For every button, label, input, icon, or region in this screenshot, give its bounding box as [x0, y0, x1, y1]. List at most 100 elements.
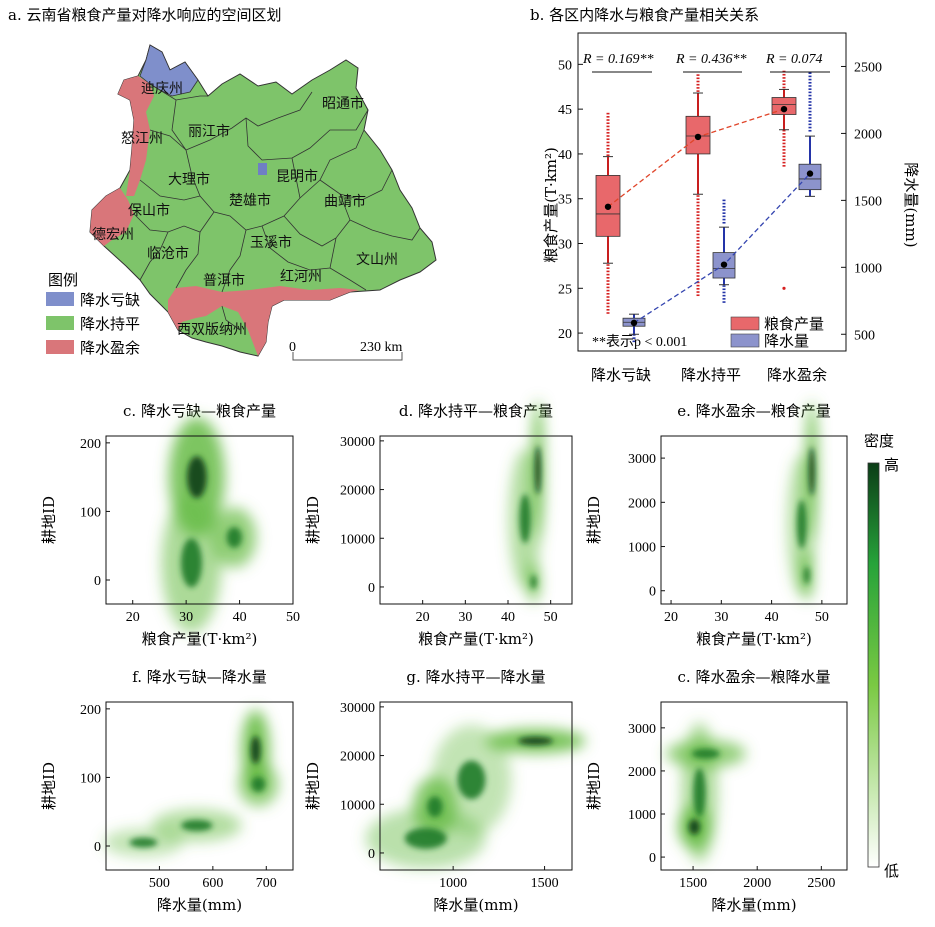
- x-tick-label: 600: [202, 876, 223, 891]
- city-label: 文山州: [356, 252, 398, 268]
- density-peak: [688, 819, 700, 835]
- x-tick-label: 40: [501, 610, 515, 625]
- correlation-surplus: R = 0.074: [765, 52, 823, 67]
- surplus-region-south: [168, 286, 360, 356]
- panel-a-map: a. 云南省粮食产量对降水响应的空间区划: [8, 6, 437, 361]
- density-peak: [519, 494, 531, 544]
- city-label: 丽江市: [188, 123, 230, 140]
- density-core: [180, 456, 242, 588]
- x-axis-label: 粮食产量(T·km²): [418, 630, 534, 648]
- legend-label-surplus: 降水盈余: [80, 339, 140, 357]
- x-tick-label: 2000: [743, 876, 771, 891]
- density-peak: [517, 736, 553, 746]
- y2-axis-label: 降水量(mm): [902, 162, 920, 247]
- density-peak: [129, 837, 158, 848]
- y-tick-label: 200: [80, 437, 101, 452]
- density-core: [404, 736, 553, 849]
- y-tick-label: 3000: [628, 722, 656, 737]
- correlation-labels: R = 0.169** R = 0.436** R = 0.074: [582, 52, 830, 73]
- y-axis-label: 耕地ID: [304, 762, 322, 810]
- y-tick-label: 30000: [340, 701, 375, 716]
- y-axis-label: 耕地ID: [304, 496, 322, 544]
- boxes: [595, 88, 822, 335]
- y2-tick-label: 500: [854, 328, 875, 343]
- y-tick-label: 0: [368, 847, 375, 862]
- colorbar-low-label: 低: [884, 862, 899, 880]
- city-label: 大理市: [168, 171, 210, 188]
- y-tick-label: 35: [558, 193, 572, 208]
- plot-frame: [379, 435, 573, 605]
- city-label: 保山市: [128, 202, 170, 219]
- mean-marker: [806, 170, 814, 177]
- density-panel-1: c. 降水亏缺—粮食产量 20 30 40 50 0 100 200 粮食产量(T·km²) 耕地…: [40, 402, 300, 648]
- plot-frame: [660, 435, 848, 605]
- density-peak: [181, 819, 213, 832]
- y-tick-label: 100: [80, 771, 101, 786]
- box: [595, 175, 621, 237]
- y-tick-label: 2000: [628, 496, 656, 511]
- y-tick-label: 30: [558, 238, 572, 253]
- density-peak: [796, 499, 807, 549]
- x-tick-label: 降水亏缺: [591, 366, 651, 384]
- legend-swatch-surplus: [46, 340, 74, 354]
- y-tick-label: 0: [368, 581, 375, 596]
- significance-note: **表示p < 0.001: [592, 334, 687, 350]
- x-tick-label: 40: [765, 610, 779, 625]
- x-tick-label: 50: [544, 610, 558, 625]
- x-tick-label: 30: [458, 610, 472, 625]
- scale-bar: 0 230 km: [289, 340, 403, 361]
- density-peak: [803, 566, 810, 585]
- city-label: 玉溪市: [250, 234, 292, 251]
- city-label: 德宏州: [92, 227, 134, 243]
- legend-swatch-deficit: [46, 292, 74, 306]
- y-tick-label: 1000: [628, 808, 656, 823]
- y-tick-label: 25: [558, 282, 572, 297]
- x-tick-label: 30: [179, 610, 193, 625]
- density-panel-4: f. 降水亏缺—降水量 500 600 700 0 100 200 降水量(mm) 耕地ID: [40, 668, 294, 914]
- legend-swatch-balanced: [46, 316, 74, 330]
- y-tick-label: 10000: [340, 532, 375, 547]
- x-axis-label: 降水量(mm): [157, 896, 242, 914]
- y2-tick-label: 1000: [854, 261, 882, 276]
- density-peak: [691, 748, 720, 759]
- panel-title: c. 降水盈余—粮降水量: [678, 668, 831, 686]
- city-label: 迪庆州: [141, 81, 183, 97]
- density-peak: [250, 736, 261, 764]
- colorbar-high-label: 高: [884, 456, 899, 474]
- city-label: 临沧市: [147, 245, 189, 262]
- plot-frame: [379, 701, 573, 871]
- x-tick-label: 1000: [439, 876, 467, 891]
- x-axis-label: 降水量(mm): [433, 896, 518, 914]
- scale-label-start: 0: [289, 340, 296, 355]
- plot-frame: [105, 701, 294, 871]
- density-peak: [530, 575, 537, 590]
- density-panel-6: c. 降水盈余—粮降水量 1500 2000 2500 0 1000 2000 3000 降水量…: [585, 668, 848, 914]
- x-tick-label: 1500: [679, 876, 707, 891]
- x-tick-label: 20: [126, 610, 140, 625]
- density-core: [129, 736, 266, 848]
- panel-title: c. 降水亏缺—粮食产量: [123, 402, 276, 420]
- mean-marker: [604, 203, 612, 210]
- left-axis: 20 25 30 35 40 45 50: [558, 58, 583, 342]
- density-peak: [251, 776, 266, 792]
- mean-marker: [694, 133, 702, 141]
- y2-tick-label: 2000: [854, 127, 882, 142]
- density-peak: [534, 445, 541, 495]
- y-axis-label: 耕地ID: [585, 762, 603, 810]
- density-peak: [427, 796, 443, 818]
- box: [798, 163, 822, 191]
- city-label: 普洱市: [203, 272, 245, 289]
- legend-label-rain: 降水量: [764, 332, 809, 350]
- surplus-region-west: [90, 188, 134, 246]
- city-label: 西双版纳州: [177, 322, 247, 338]
- legend-title: 图例: [48, 271, 78, 289]
- city-label: 楚雄市: [229, 192, 271, 209]
- density-panels: c. 降水亏缺—粮食产量 20 30 40 50 0 100 200 粮食产量(T·km²) 耕地…: [40, 400, 848, 914]
- y-tick-label: 200: [80, 703, 101, 718]
- panel-a-title: a. 云南省粮食产量对降水响应的空间区划: [8, 6, 281, 24]
- y-tick-label: 20: [558, 327, 572, 342]
- mean-marker: [630, 319, 638, 327]
- city-label: 红河州: [280, 269, 322, 285]
- panel-title: d. 降水持平—粮食产量: [399, 402, 553, 420]
